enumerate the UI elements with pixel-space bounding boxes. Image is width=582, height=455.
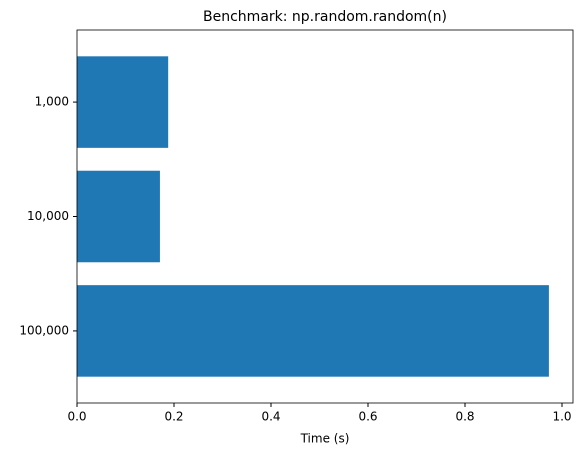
x-tick-label: 0.0: [67, 410, 86, 424]
y-tick-label: 10,000: [27, 209, 69, 223]
x-tick-label: 0.2: [164, 410, 183, 424]
axes-frame: [76, 29, 574, 404]
x-tick-label: 0.8: [455, 410, 474, 424]
x-tick-label: 0.6: [358, 410, 377, 424]
x-axis-label: Time (s): [300, 432, 350, 446]
x-tick-label: 0.4: [261, 410, 280, 424]
y-tick-label: 100,000: [19, 323, 69, 337]
chart-title: Benchmark: np.random.random(n): [203, 9, 447, 25]
bar: [77, 56, 169, 148]
bar: [77, 170, 160, 263]
bar: [77, 285, 549, 377]
x-tick-label: 1.0: [552, 410, 571, 424]
y-tick-label: 1,000: [35, 95, 69, 109]
